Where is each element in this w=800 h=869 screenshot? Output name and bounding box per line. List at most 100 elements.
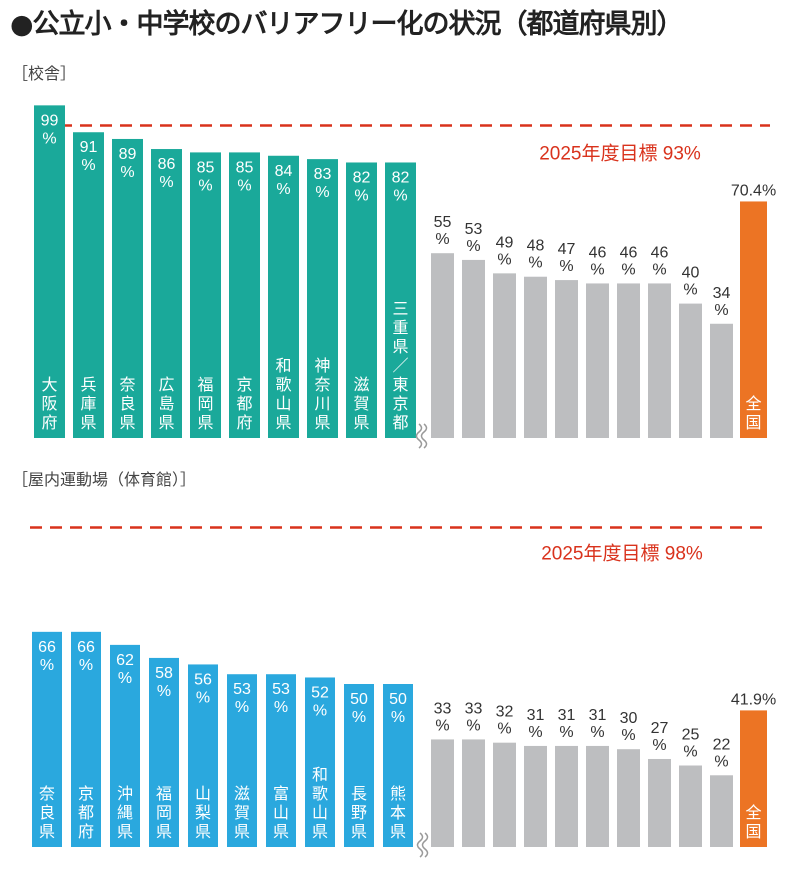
building-bar-bottom-5 bbox=[586, 283, 609, 438]
gym-bar-bottom-value-6: 30% bbox=[620, 710, 638, 744]
building-bar-bottom-value-7: 46% bbox=[651, 244, 669, 278]
building-bar-top-value-2: 89% bbox=[119, 146, 137, 181]
gym-axis-break-mark-2 bbox=[421, 832, 429, 858]
building-bar-top-3 bbox=[151, 149, 182, 439]
building-bar-bottom-4 bbox=[555, 280, 578, 438]
gym-bar-top-category-2: 沖縄県 bbox=[117, 784, 133, 841]
building-bar-top-7 bbox=[307, 159, 338, 438]
building-bar-national-label: 全国 bbox=[745, 394, 761, 432]
building-bar-top-category-8: 滋賀県 bbox=[353, 375, 369, 432]
building-axis-break-mark bbox=[415, 423, 423, 449]
building-bar-top-value-8: 82% bbox=[353, 169, 371, 204]
gym-bar-top-category-6: 富山県 bbox=[273, 784, 289, 841]
gym-bar-bottom-value-3: 31% bbox=[527, 707, 545, 741]
gym-bar-bottom-2 bbox=[493, 742, 516, 847]
gym-axis-break-mark bbox=[416, 832, 424, 858]
page-title: ●公立小・中学校のバリアフリー化の状況（都道府県別） bbox=[10, 9, 684, 40]
building-bar-bottom-0 bbox=[431, 253, 454, 438]
building-bar-bottom-value-6: 46% bbox=[620, 244, 638, 278]
gym-bar-top-value-9: 50% bbox=[389, 691, 407, 726]
gym-bar-top-9 bbox=[383, 684, 413, 847]
building-bar-top-category-2: 奈良県 bbox=[119, 375, 135, 432]
gym-bar-top-category-1: 京都府 bbox=[78, 784, 94, 841]
building-bar-top-0 bbox=[34, 105, 65, 439]
building-bar-top-value-7: 83% bbox=[314, 166, 332, 201]
gym-bar-top-1 bbox=[71, 631, 101, 847]
gym-bar-top-value-0: 66% bbox=[38, 639, 56, 674]
gym-bar-top-0 bbox=[32, 631, 62, 847]
school-building-chart: 2025年度目標 93% 99 % 大阪府 91 % 兵庫県 89 % 奈良県 86 % 広島県 85 % 福… bbox=[34, 105, 776, 449]
building-bar-top-value-6: 84% bbox=[275, 163, 293, 198]
building-bar-top-category-5: 京都府 bbox=[236, 375, 252, 432]
building-target-label: 2025年度目標 93% bbox=[539, 143, 701, 165]
gym-bar-top-3 bbox=[149, 657, 179, 847]
building-bar-bottom-value-9: 34% bbox=[713, 285, 731, 319]
gym-bar-top-6 bbox=[266, 674, 296, 847]
gym-bar-top-value-7: 52% bbox=[311, 684, 329, 719]
gym-bar-bottom-value-7: 27% bbox=[651, 720, 669, 754]
building-bar-bottom-value-0: 55% bbox=[434, 214, 452, 248]
building-bar-bottom-7 bbox=[648, 283, 671, 438]
gym-bar-top-category-9: 熊本県 bbox=[390, 784, 406, 841]
gym-bar-top-7 bbox=[305, 677, 335, 847]
gym-bar-bottom-value-8: 25% bbox=[682, 727, 700, 761]
building-bar-top-category-6: 和歌山県 bbox=[275, 356, 291, 432]
building-bar-top-8 bbox=[346, 162, 377, 439]
building-bar-bottom-value-4: 47% bbox=[558, 241, 576, 275]
gym-bar-national-value: 41.9% bbox=[731, 691, 776, 708]
gym-bar-top-value-2: 62% bbox=[116, 652, 134, 687]
building-bar-bottom-3 bbox=[524, 276, 547, 438]
gym-target-label: 2025年度目標 98% bbox=[541, 543, 703, 565]
building-bar-national-value: 70.4% bbox=[731, 182, 776, 199]
building-bar-bottom-value-5: 46% bbox=[589, 244, 607, 278]
building-bar-top-6 bbox=[268, 155, 299, 438]
building-bar-bottom-value-2: 49% bbox=[496, 234, 514, 268]
building-bar-bottom-value-1: 53% bbox=[465, 221, 483, 255]
section-label-school-building: ［校舎］ bbox=[12, 64, 77, 83]
building-bar-top-category-7: 神奈川県 bbox=[314, 356, 330, 432]
building-bar-top-2 bbox=[112, 138, 143, 438]
building-bar-national bbox=[740, 201, 767, 438]
gym-bar-top-5 bbox=[227, 674, 257, 847]
building-bar-top-5 bbox=[229, 152, 260, 438]
building-bar-bottom-2 bbox=[493, 273, 516, 438]
gym-bar-top-4 bbox=[188, 664, 218, 847]
building-bar-top-4 bbox=[190, 152, 221, 438]
gym-bar-bottom-value-1: 33% bbox=[465, 700, 483, 734]
gym-bar-top-category-0: 奈良県 bbox=[39, 784, 55, 841]
building-bar-top-category-1: 兵庫県 bbox=[80, 375, 96, 432]
building-bar-top-value-1: 91% bbox=[80, 139, 98, 174]
building-bar-bottom-value-8: 40% bbox=[682, 265, 700, 299]
gym-bar-bottom-5 bbox=[586, 745, 609, 847]
building-bar-top-category-0: 大阪府 bbox=[41, 375, 57, 432]
building-axis-break-mark-2 bbox=[420, 423, 428, 449]
gym-bar-top-category-5: 滋賀県 bbox=[234, 784, 250, 841]
gym-bar-top-value-6: 53% bbox=[272, 681, 290, 716]
gym-bar-bottom-value-4: 31% bbox=[558, 707, 576, 741]
gym-bar-top-value-1: 66% bbox=[77, 639, 95, 674]
gym-bar-bottom-7 bbox=[648, 758, 671, 847]
building-bar-top-value-0: 99% bbox=[41, 112, 59, 147]
gym-bar-bottom-8 bbox=[679, 765, 702, 847]
gym-bar-bottom-6 bbox=[617, 749, 640, 847]
gym-bar-bottom-3 bbox=[524, 745, 547, 847]
gym-bar-top-8 bbox=[344, 684, 374, 847]
gym-bar-bottom-value-5: 31% bbox=[589, 707, 607, 741]
building-bar-top-category-9: 三重県／東京都 bbox=[392, 299, 408, 432]
gym-bar-top-category-3: 福岡県 bbox=[156, 784, 172, 841]
gym-bar-top-2 bbox=[110, 644, 140, 847]
building-bar-top-category-3: 広島県 bbox=[158, 375, 174, 432]
gym-bar-bottom-value-0: 33% bbox=[434, 700, 452, 734]
gym-bar-top-category-8: 長野県 bbox=[351, 784, 367, 841]
gym-bar-top-category-7: 和歌山県 bbox=[312, 765, 328, 841]
gym-bar-bottom-0 bbox=[431, 739, 454, 847]
gym-bar-top-category-4: 山梨県 bbox=[195, 784, 211, 841]
building-bar-bottom-value-3: 48% bbox=[527, 238, 545, 272]
gym-bar-bottom-4 bbox=[555, 745, 578, 847]
building-bar-top-value-9: 82% bbox=[392, 169, 410, 204]
building-bar-bottom-6 bbox=[617, 283, 640, 438]
building-bar-top-value-5: 85% bbox=[236, 159, 254, 194]
section-label-gymnasium: ［屋内運動場（体育館）］ bbox=[12, 470, 197, 489]
gym-bar-bottom-value-2: 32% bbox=[496, 704, 514, 738]
